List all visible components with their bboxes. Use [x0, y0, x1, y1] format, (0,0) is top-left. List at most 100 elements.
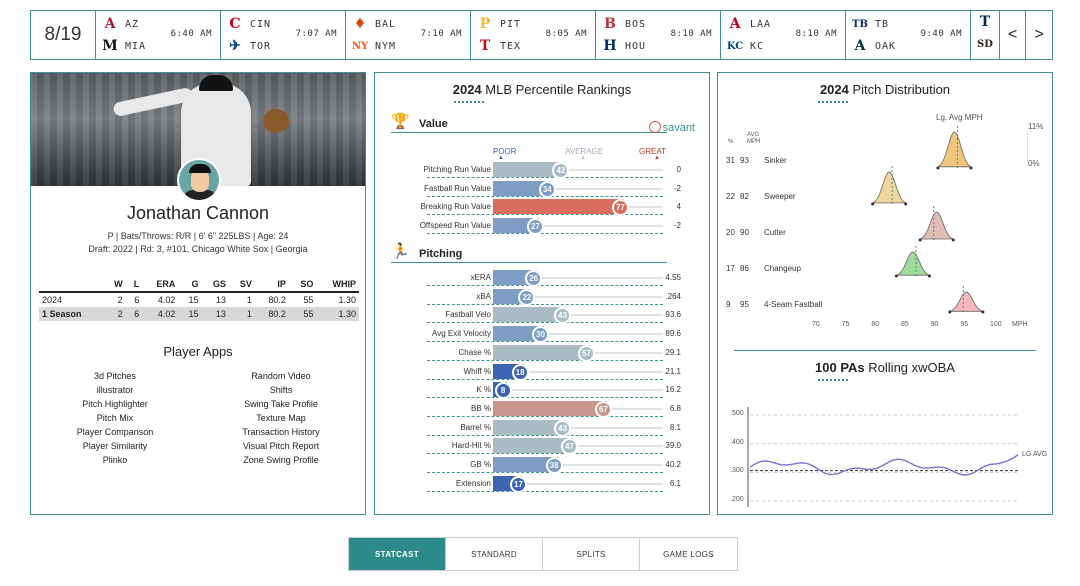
scoreboard-game[interactable]: ♦ BAL NY NYM 7:10 AM	[346, 11, 471, 59]
percentile-row[interactable]: GB % 38 40.2	[391, 456, 681, 475]
pitch-density-curve	[871, 171, 908, 204]
player-app-link[interactable]: Plinko	[102, 455, 128, 465]
metric-value: 16.2	[665, 385, 681, 395]
player-app-link[interactable]: Zone Swing Profile	[243, 455, 319, 465]
stats-row: 2024 2 6 4.02 15 13 1 80.2 55 1.30	[39, 292, 359, 307]
percentile-row[interactable]: Chase % 57 29.1	[391, 344, 681, 363]
percentile-row[interactable]: Fastball Run Value 34 -2	[391, 180, 681, 199]
tab-standard[interactable]: STANDARD	[446, 538, 543, 570]
player-app-link[interactable]: Player Similarity	[82, 441, 148, 451]
scoreboard-game[interactable]: P PIT T TEX 8:05 AM	[471, 11, 596, 59]
player-app-link[interactable]: illustrator	[96, 385, 134, 395]
player-app-link[interactable]: Pitch Highlighter	[82, 399, 148, 409]
tab-game-logs[interactable]: GAME LOGS	[663, 549, 714, 559]
pitch-type-row[interactable]: 20 90 Cutter	[726, 228, 786, 237]
percentile-row[interactable]: xERA 26 4.55	[391, 269, 681, 288]
view-tabs: STATCAST STANDARD SPLITS GAME LOGS	[348, 537, 738, 571]
player-app-link[interactable]: Shifts	[269, 385, 293, 395]
team-abbreviation: CIN	[250, 18, 272, 30]
pitch-usage-pct: 20	[726, 228, 735, 237]
percentile-row[interactable]: Offspeed Run Value 27 -2	[391, 217, 681, 236]
scoreboard-next-button[interactable]: >	[1034, 26, 1044, 43]
pitch-density-curve	[936, 131, 973, 168]
scoreboard-game[interactable]: A LAA KC KC 8:10 AM	[721, 11, 846, 59]
pitch-type-row[interactable]: 22 82 Sweeper	[726, 192, 796, 201]
stats-cell: 2	[117, 295, 123, 305]
metric-label: xERA	[470, 273, 491, 282]
scoreboard-game[interactable]: B BOS H HOU 8:10 AM	[596, 11, 721, 59]
curve-endpoint	[871, 202, 875, 206]
metric-label: Barrel %	[460, 422, 491, 432]
metric-value: 29.1	[665, 347, 681, 357]
scoreboard-game[interactable]: C CIN ✈ TOR 7:07 AM	[221, 11, 346, 59]
percentile-track	[493, 464, 663, 466]
player-apps-left-list: 3d Pitches illustrator Pitch Highlighter Pi…	[45, 369, 185, 467]
scoreboard-game[interactable]: A AZ M MIA 6:40 AM	[96, 11, 221, 59]
metric-label: Breaking Run Value	[420, 202, 491, 212]
pitch-type-row[interactable]: 17 86 Changeup	[726, 264, 801, 273]
player-app-link[interactable]: Random Video	[251, 371, 311, 381]
player-app-link[interactable]: Player Comparison	[76, 427, 154, 437]
percentile-bubble: 38	[545, 457, 563, 474]
player-app-link[interactable]: Pitch Mix	[96, 413, 134, 423]
team-logo-icon: SD	[977, 38, 993, 50]
player-app-link[interactable]: Texture Map	[256, 413, 306, 423]
savant-logo[interactable]: savant	[648, 121, 695, 134]
pitch-avg-velocity: 95	[740, 300, 749, 309]
curve-endpoint	[918, 238, 922, 242]
x-tick-label: 85	[901, 321, 909, 328]
pitch-avg-velocity: 82	[740, 192, 749, 201]
percentile-rankings-panel: 2024 MLB Percentile Rankings 🏆 Value sav…	[374, 72, 710, 515]
percentile-track	[493, 333, 663, 336]
rolling-title-text: Rolling xwOBA	[868, 360, 955, 375]
row-separator	[427, 303, 663, 305]
percentile-row[interactable]: Breaking Run Value 77 4	[391, 198, 681, 217]
pitch-type-row[interactable]: 31 93 Sinker	[726, 156, 787, 165]
player-apps-title: Player Apps	[163, 344, 233, 359]
player-app-link[interactable]: Visual Pitch Report	[242, 441, 320, 451]
team-abbreviation: OAK	[875, 40, 897, 52]
player-app-link[interactable]: 3d Pitches	[93, 371, 137, 381]
percentile-bubble: 43	[554, 307, 572, 325]
percentile-row[interactable]: BB % 67 6.8	[391, 400, 681, 419]
percentile-row[interactable]: Avg Exit Velocity 30 89.6	[391, 325, 681, 344]
game-time: 8:10 AM	[795, 29, 837, 39]
percentile-row[interactable]: Pitching Run Value 42 0	[391, 161, 681, 180]
player-app-link[interactable]: Transaction History	[242, 427, 320, 437]
pitch-type-name: Sinker	[764, 156, 787, 165]
pitch-type-row[interactable]: 9 95 4-Seam Fastball	[726, 300, 822, 309]
pitcher-icon: 🏃	[391, 243, 410, 260]
rolling-xwoba-line	[749, 454, 1019, 476]
percentile-row[interactable]: xBA 22 .264	[391, 288, 681, 307]
pitch-distribution-panel: 2024 Pitch Distribution Lg. Avg MPH 11% …	[717, 72, 1053, 515]
team-logo-icon: ♦	[353, 16, 367, 32]
stats-column-header: G	[178, 277, 202, 293]
percentile-row[interactable]: K % 8 16.2	[391, 381, 681, 400]
metric-label: xBA	[476, 291, 491, 301]
scale-poor-label: POOR	[493, 147, 517, 156]
percentile-row[interactable]: Whiff % 18 21.1	[391, 363, 681, 382]
percentile-track	[493, 277, 663, 279]
baseball-icon	[648, 121, 661, 133]
percentile-row[interactable]: Hard-Hit % 47 39.0	[391, 437, 681, 456]
scale-great-marker: ▲	[654, 155, 660, 161]
player-app-link[interactable]: Swing Take Profile	[244, 399, 318, 409]
x-tick-label: 70	[812, 321, 820, 328]
percentile-row[interactable]: Barrel % 43 8.1	[391, 419, 681, 438]
team-abbreviation: MIA	[125, 40, 147, 52]
player-name: Jonathan Cannon	[126, 203, 270, 223]
team-logo-icon: P	[479, 16, 491, 32]
scoreboard-team-row: TB TB	[852, 14, 889, 34]
row-separator	[427, 177, 663, 178]
tab-statcast[interactable]: STATCAST	[349, 538, 446, 570]
scoreboard-prev-button[interactable]: <	[1000, 11, 1026, 59]
stats-column-header: L	[125, 277, 143, 293]
scoreboard-game[interactable]: TB TB A OAK 9:40 AM	[846, 11, 971, 59]
scoreboard-game[interactable]: T SD	[971, 11, 1000, 59]
percentile-row[interactable]: Fastball Velo 43 93.6	[391, 306, 681, 325]
curve-endpoint	[894, 274, 898, 278]
rolling-xwoba-chart	[747, 407, 1019, 507]
percentile-row[interactable]: Extension 17 6.1	[391, 475, 681, 494]
percentile-bubble: 27	[526, 218, 544, 236]
tab-splits[interactable]: SPLITS	[543, 538, 640, 570]
